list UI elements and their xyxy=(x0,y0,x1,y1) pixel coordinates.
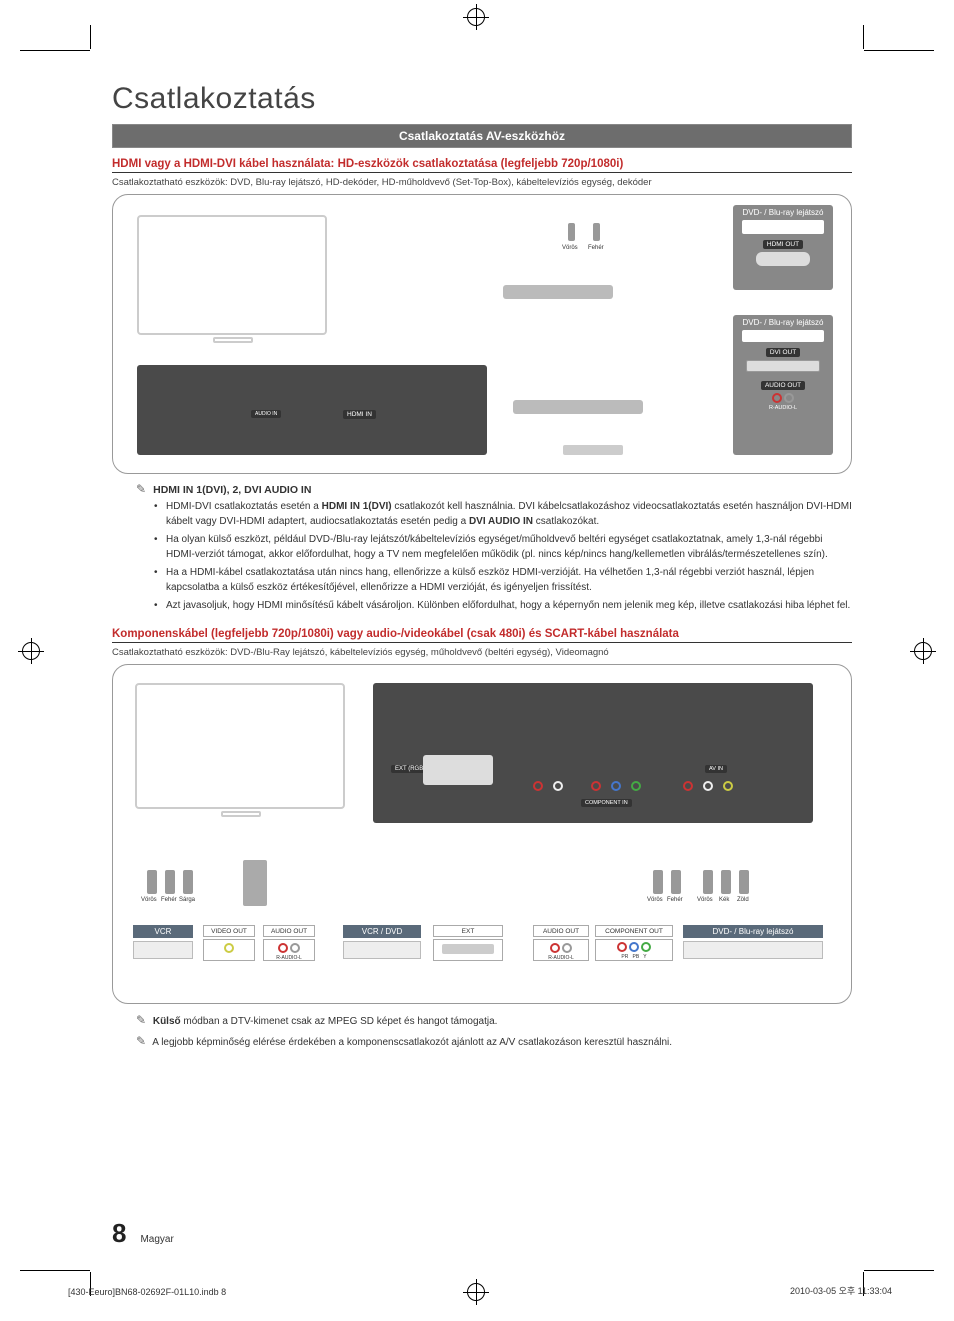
vcr-label: VCR xyxy=(133,925,193,938)
foot-note-2: ✎ A legjobb képminőség elérése érdekében… xyxy=(136,1033,852,1050)
vcr-dvd-label: VCR / DVD xyxy=(343,925,421,938)
dvd-br-label: DVD- / Blu-ray lejátszó xyxy=(683,925,823,938)
crop-mark xyxy=(20,1270,90,1271)
language-label: Magyar xyxy=(140,1234,173,1245)
audio-out-label: AUDIO OUT xyxy=(761,381,805,390)
page-title: Csatlakoztatás xyxy=(112,82,852,116)
bullet-item: Ha olyan külső eszközt, például DVD-/Blu… xyxy=(154,533,852,562)
section1-heading: HDMI vagy a HDMI-DVI kábel használata: H… xyxy=(112,158,852,173)
registration-mark-icon xyxy=(914,642,932,660)
color-label: Vörös xyxy=(697,897,713,903)
video-out-label: VIDEO OUT xyxy=(203,925,255,937)
bullet-item: Azt javasoljuk, hogy HDMI minősítésű káb… xyxy=(154,599,852,614)
color-label: Zöld xyxy=(737,897,749,903)
note-block-1: ✎ HDMI IN 1(DVI), 2, DVI AUDIO IN HDMI-D… xyxy=(136,482,852,614)
hdmi-in-label: HDMI IN xyxy=(343,410,376,419)
av-in-label: AV IN xyxy=(705,765,727,773)
color-label: Vörös xyxy=(562,245,578,251)
crop-mark xyxy=(863,25,864,49)
bullet-item: Ha a HDMI-kábel csatlakoztatása után nin… xyxy=(154,566,852,595)
note-title: HDMI IN 1(DVI), 2, DVI AUDIO IN xyxy=(153,484,311,496)
section1-subtext: Csatlakoztatható eszközök: DVD, Blu-ray … xyxy=(112,177,852,188)
page-content: Csatlakoztatás Csatlakoztatás AV-eszközh… xyxy=(112,82,852,1052)
registration-mark-icon xyxy=(467,1283,485,1301)
section2-subtext: Csatlakoztatható eszközök: DVD-/Blu-Ray … xyxy=(112,647,852,658)
component-in-label: COMPONENT IN xyxy=(581,799,632,807)
section2-heading: Komponenskábel (legfeljebb 720p/1080i) v… xyxy=(112,628,852,643)
r-audio-l-label: R-AUDIO-L xyxy=(736,405,830,411)
crop-mark xyxy=(20,50,90,51)
footer-left: [430-Eeuro]BN68-02692F-01L10.indb 8 xyxy=(68,1287,226,1297)
diagram-component: EXT (RGB) COMPONENT IN AV IN Vörös Fehér… xyxy=(112,664,852,1004)
color-label: Kék xyxy=(719,897,729,903)
diagram-hdmi: HDMI IN AUDIO IN DVD- / Blu-ray lejátszó… xyxy=(112,194,852,474)
footer-right: 2010-03-05 오후 11:33:04 xyxy=(790,1284,892,1297)
registration-mark-icon xyxy=(22,642,40,660)
hdmi-out-label: HDMI OUT xyxy=(763,240,803,249)
dvi-out-label: DVI OUT xyxy=(766,348,800,357)
crop-mark xyxy=(864,50,934,51)
crop-mark xyxy=(90,25,91,49)
note-icon: ✎ xyxy=(136,482,146,496)
ext-label: EXT xyxy=(433,925,503,937)
note-icon: ✎ xyxy=(136,1033,146,1050)
note-icon: ✎ xyxy=(136,1012,146,1029)
color-label: Fehér xyxy=(161,897,177,903)
section-bar: Csatlakoztatás AV-eszközhöz xyxy=(112,124,852,148)
component-out-label: COMPONENT OUT xyxy=(595,925,673,937)
color-label: Fehér xyxy=(588,245,604,251)
color-label: Vörös xyxy=(141,897,157,903)
device-label: DVD- / Blu-ray lejátszó xyxy=(736,318,830,328)
device-label: DVD- / Blu-ray lejátszó xyxy=(736,208,830,218)
color-label: Sárga xyxy=(179,897,195,903)
foot-note-1: ✎ Külső módban a DTV-kimenet csak az MPE… xyxy=(136,1012,852,1029)
audio-out-label: AUDIO OUT xyxy=(533,925,589,937)
color-label: Fehér xyxy=(667,897,683,903)
audio-in-label: AUDIO IN xyxy=(251,410,281,418)
audio-out-label: AUDIO OUT xyxy=(263,925,315,937)
bullet-item: HDMI-DVI csatlakoztatás esetén a HDMI IN… xyxy=(154,500,852,529)
page-number: 8 xyxy=(112,1218,126,1249)
color-label: Vörös xyxy=(647,897,663,903)
crop-mark xyxy=(864,1270,934,1271)
registration-mark-icon xyxy=(467,8,485,26)
page-number-row: 8 Magyar xyxy=(112,1218,174,1249)
